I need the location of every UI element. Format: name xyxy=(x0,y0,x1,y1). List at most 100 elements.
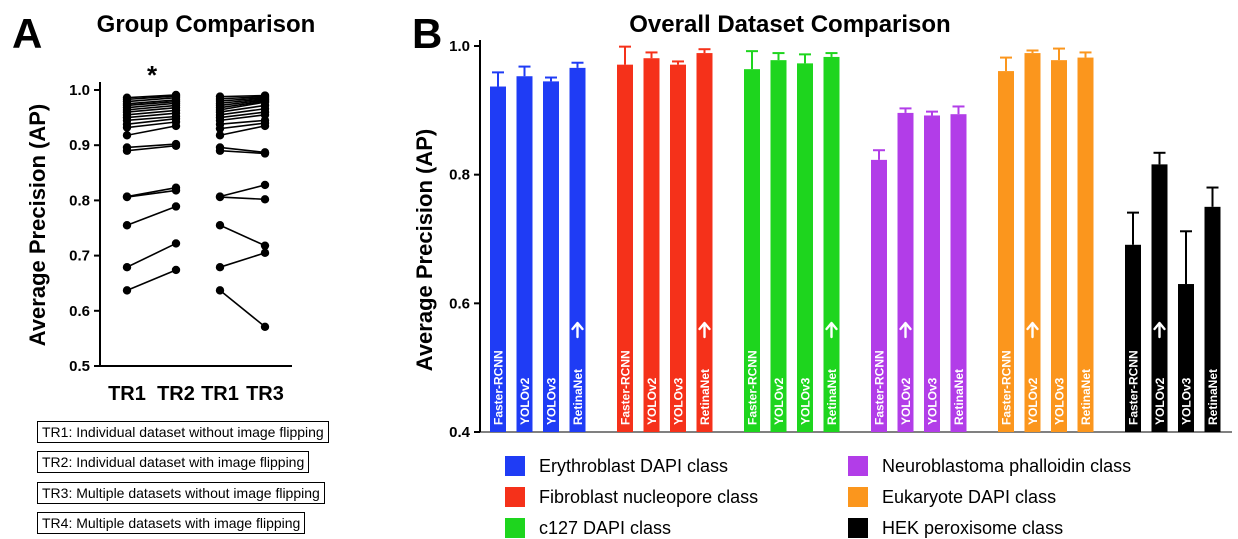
bar-model-label: RetinaNet xyxy=(825,369,839,425)
bar-model-label: YOLOv2 xyxy=(899,377,913,425)
paired-line xyxy=(219,196,266,201)
paired-line xyxy=(219,100,266,109)
best-model-arrow-icon xyxy=(571,321,584,339)
paired-line xyxy=(219,99,266,107)
data-point xyxy=(122,192,132,202)
panel-a-y-tick-label: 0.5 xyxy=(69,358,90,375)
bar-model-label: YOLOv3 xyxy=(1180,377,1194,425)
paired-line xyxy=(126,96,177,103)
bar xyxy=(924,115,940,432)
paired-line xyxy=(219,122,266,130)
paired-line xyxy=(219,119,266,126)
data-point xyxy=(215,221,225,230)
bar-model-label: Faster-RCNN xyxy=(1000,350,1014,425)
bar xyxy=(1125,244,1141,432)
paired-line xyxy=(126,109,177,116)
significance-star: * xyxy=(147,60,158,90)
paired-line xyxy=(219,96,266,102)
paired-line xyxy=(126,205,177,226)
paired-line xyxy=(219,252,266,268)
bar-model-label: YOLOv3 xyxy=(799,377,813,425)
paired-line xyxy=(126,99,177,105)
data-point xyxy=(260,248,270,258)
data-point xyxy=(215,192,225,202)
bar xyxy=(670,64,686,432)
legend-swatch xyxy=(505,487,525,507)
panel-a-x-tick-label: TR1 xyxy=(108,383,146,405)
data-point xyxy=(122,131,132,140)
best-model-arrow-icon xyxy=(899,321,912,339)
paired-line xyxy=(219,149,266,155)
legend-label: c127 DAPI class xyxy=(539,518,671,538)
best-model-arrow-icon xyxy=(698,321,711,339)
legend-swatch xyxy=(505,518,525,538)
paired-line xyxy=(126,100,177,107)
panel-a-x-tick-label: TR3 xyxy=(246,383,284,405)
bar xyxy=(516,76,533,432)
paired-line xyxy=(219,94,266,98)
legend-swatch xyxy=(505,456,525,476)
paired-line xyxy=(126,104,177,111)
key-tr4: TR4: Multiple datasets with image flippi… xyxy=(37,512,306,534)
key-tr3: TR3: Multiple datasets without image fli… xyxy=(37,482,325,504)
panel-b-y-tick-label: 0.8 xyxy=(449,167,470,184)
panel-b-legend: Erythroblast DAPI class Neuroblastoma pha… xyxy=(505,456,1131,538)
bar xyxy=(569,67,586,432)
bar xyxy=(1077,57,1094,433)
paired-line xyxy=(219,125,266,137)
paired-line xyxy=(219,224,266,247)
paired-line xyxy=(126,112,177,119)
panel-a-y-tick-label: 0.6 xyxy=(69,303,90,320)
panel-b-y-axis-label: Average Precision (AP) xyxy=(412,129,437,372)
legend-swatch xyxy=(848,518,868,538)
data-point xyxy=(122,286,132,295)
panel-a-x-tick-label: TR2 xyxy=(157,383,195,405)
panel-a-y-axis-label: Average Precision (AP) xyxy=(25,104,50,347)
paired-line xyxy=(126,186,177,198)
bar xyxy=(871,159,887,432)
bar-model-label: YOLOv3 xyxy=(545,377,559,425)
paired-line xyxy=(126,269,177,292)
paired-line xyxy=(219,98,266,105)
bar-model-label: YOLOv3 xyxy=(672,377,686,425)
paired-line xyxy=(126,189,177,198)
bar xyxy=(617,64,633,432)
data-point xyxy=(260,322,270,332)
bar xyxy=(1024,53,1041,433)
bar xyxy=(770,60,787,433)
bar-model-label: YOLOv2 xyxy=(1026,377,1040,425)
bar-model-label: YOLOv2 xyxy=(518,377,532,425)
bar xyxy=(696,53,713,433)
data-point xyxy=(171,265,181,275)
paired-line xyxy=(126,102,177,109)
paired-line xyxy=(126,144,177,152)
bar-model-label: RetinaNet xyxy=(952,369,966,425)
best-model-arrow-icon xyxy=(825,321,838,339)
paired-line xyxy=(126,117,177,126)
bar xyxy=(797,63,813,433)
bar xyxy=(1051,60,1067,433)
bar xyxy=(998,71,1014,432)
legend-swatch xyxy=(848,487,868,507)
panel-a-y-tick-label: 0.8 xyxy=(69,192,90,209)
bar xyxy=(543,81,559,432)
bar-model-label: RetinaNet xyxy=(571,369,585,425)
legend-swatch xyxy=(848,456,868,476)
best-model-arrow-icon xyxy=(1026,321,1039,339)
bar-model-label: YOLOv2 xyxy=(1153,377,1167,425)
paired-line xyxy=(126,95,177,101)
data-point xyxy=(171,121,181,131)
paired-line xyxy=(126,143,177,149)
legend-label: HEK peroxisome class xyxy=(882,518,1063,538)
data-point xyxy=(171,202,181,211)
legend-label: Eukaryote DAPI class xyxy=(882,487,1056,507)
panel-a-x-tick-label: TR1 xyxy=(201,383,239,405)
panel-a-y-tick-label: 0.7 xyxy=(69,248,90,265)
panel-a-title: Group Comparison xyxy=(97,11,316,38)
bar xyxy=(490,86,506,432)
paired-line xyxy=(219,184,266,198)
data-point xyxy=(260,195,270,204)
paired-line xyxy=(126,106,177,113)
paired-line xyxy=(126,121,177,129)
